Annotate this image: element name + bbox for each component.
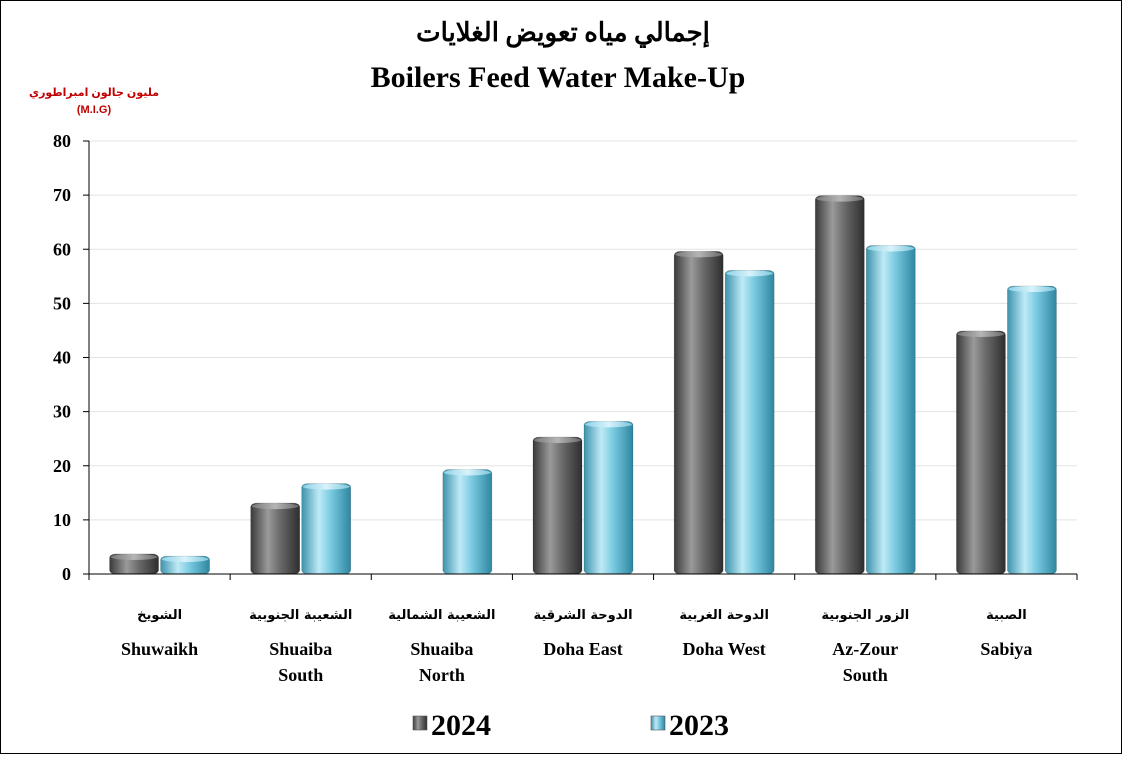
legend-item-2023: 2023 bbox=[650, 709, 729, 742]
bar-body bbox=[1007, 285, 1057, 575]
gridlines bbox=[89, 140, 1077, 521]
category-label-arabic: الصبية bbox=[986, 608, 1027, 623]
bar-2024-3 bbox=[532, 436, 583, 575]
category-label: Az-Zour bbox=[832, 639, 898, 659]
category-label: Doha East bbox=[543, 639, 623, 659]
bar-cap bbox=[161, 556, 209, 563]
bar-2023-6 bbox=[1007, 285, 1057, 575]
category-label-arabic: الشعيبة الشمالية bbox=[388, 608, 495, 623]
bar-body bbox=[814, 195, 865, 575]
category-label: Sabiya bbox=[980, 639, 1032, 659]
bar-cap bbox=[302, 483, 350, 490]
bar-cap bbox=[110, 553, 158, 560]
bar-cap bbox=[675, 251, 723, 258]
bar-cap bbox=[251, 503, 299, 510]
bar-cap bbox=[867, 245, 915, 252]
bar-cap bbox=[534, 437, 581, 444]
y-unit-arabic: مليون جالون امبراطوري bbox=[29, 87, 159, 99]
axes bbox=[88, 141, 1078, 580]
y-tick-label: 70 bbox=[53, 185, 71, 205]
legend-swatch bbox=[650, 715, 666, 731]
bar-cap bbox=[957, 330, 1005, 337]
y-axis-ticks: 0 10 20 30 40 50 60 70 80 bbox=[53, 131, 89, 584]
y-tick-label: 50 bbox=[53, 293, 71, 313]
bar-cap bbox=[726, 270, 774, 277]
bar-2023-3 bbox=[583, 421, 634, 575]
bar-cap bbox=[1008, 286, 1056, 293]
bar-body bbox=[532, 436, 583, 575]
bar-2023-4 bbox=[724, 270, 775, 575]
category-label: Doha West bbox=[683, 639, 766, 659]
chart-title-arabic: إجمالي مياه تعويض الغلايات bbox=[416, 18, 710, 48]
category-label-arabic: الدوحة الشرقية bbox=[533, 608, 632, 623]
bar-cap bbox=[443, 469, 491, 476]
y-tick-label: 20 bbox=[53, 456, 71, 476]
bar-body bbox=[250, 502, 301, 575]
category-label: South bbox=[278, 665, 323, 685]
bar-body bbox=[442, 469, 493, 575]
bar-2023-2 bbox=[442, 469, 493, 575]
legend-swatch bbox=[412, 715, 428, 731]
y-tick-label: 10 bbox=[53, 510, 71, 530]
chart-title: Boilers Feed Water Make-Up bbox=[371, 61, 746, 94]
bar-cap bbox=[585, 421, 632, 428]
bar-body bbox=[673, 251, 724, 575]
bar-cap bbox=[816, 195, 864, 202]
bar-body bbox=[724, 270, 775, 575]
bar-2024-5 bbox=[814, 195, 865, 575]
bar-2024-6 bbox=[956, 330, 1006, 575]
bar-body bbox=[956, 330, 1006, 575]
legend-label: 2023 bbox=[669, 709, 729, 742]
bar-body bbox=[583, 421, 634, 575]
legend: 2024 2023 bbox=[412, 709, 729, 742]
bar-2024-0 bbox=[109, 553, 159, 575]
category-label: South bbox=[843, 665, 888, 685]
category-labels: الشويخ Shuwaikh الشعيبة الجنوبية Shuaiba Sou… bbox=[121, 608, 1032, 685]
category-label-arabic: الزور الجنوبية bbox=[821, 608, 909, 623]
legend-label: 2024 bbox=[431, 709, 491, 742]
bar-2024-4 bbox=[673, 251, 724, 575]
legend-item-2024: 2024 bbox=[412, 709, 491, 742]
category-label-arabic: الدوحة الغربية bbox=[679, 608, 769, 623]
y-tick-label: 40 bbox=[53, 348, 71, 368]
bar-body bbox=[865, 245, 916, 575]
bar-2023-5 bbox=[865, 245, 916, 575]
category-label: Shuwaikh bbox=[121, 639, 198, 659]
bars bbox=[109, 195, 1057, 575]
category-label: Shuaiba bbox=[410, 639, 473, 659]
y-tick-label: 80 bbox=[53, 131, 71, 151]
bar-body bbox=[301, 483, 352, 575]
category-label-arabic: الشعيبة الجنوبية bbox=[249, 608, 352, 623]
y-tick-label: 60 bbox=[53, 239, 71, 259]
category-label: North bbox=[419, 665, 465, 685]
category-label-arabic: الشويخ bbox=[137, 608, 182, 623]
bar-2023-0 bbox=[160, 555, 210, 575]
y-unit: (M.I.G) bbox=[77, 104, 112, 116]
y-tick-label: 30 bbox=[53, 402, 71, 422]
bar-2024-1 bbox=[250, 502, 301, 575]
category-label: Shuaiba bbox=[269, 639, 332, 659]
y-tick-label: 0 bbox=[62, 564, 71, 584]
bar-2023-1 bbox=[301, 483, 352, 575]
